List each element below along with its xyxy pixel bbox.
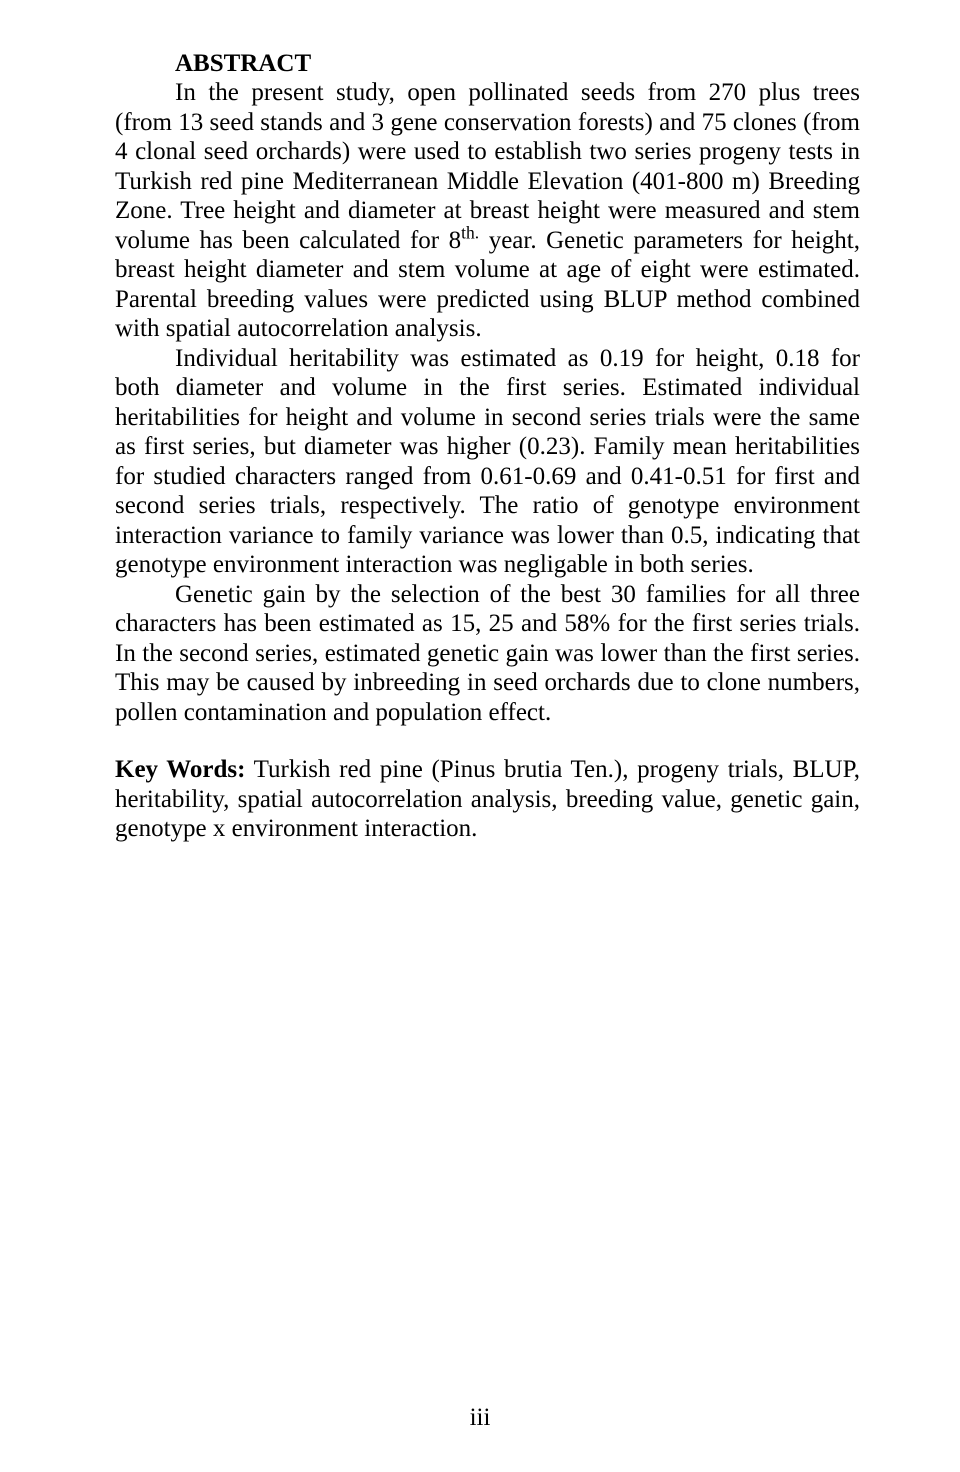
abstract-paragraph-2: Individual heritability was estimated as… bbox=[115, 344, 860, 580]
ordinal-superscript: th. bbox=[461, 222, 479, 242]
keywords-label: Key Words: bbox=[115, 756, 245, 783]
abstract-paragraph-3: Genetic gain by the selection of the bes… bbox=[115, 580, 860, 728]
keywords-line: Key Words: Turkish red pine (Pinus bruti… bbox=[115, 755, 860, 844]
page-number: iii bbox=[0, 1404, 960, 1432]
abstract-title: ABSTRACT bbox=[115, 50, 860, 78]
abstract-paragraph-1: In the present study, open pollinated se… bbox=[115, 78, 860, 344]
page: ABSTRACT In the present study, open poll… bbox=[0, 0, 960, 1472]
